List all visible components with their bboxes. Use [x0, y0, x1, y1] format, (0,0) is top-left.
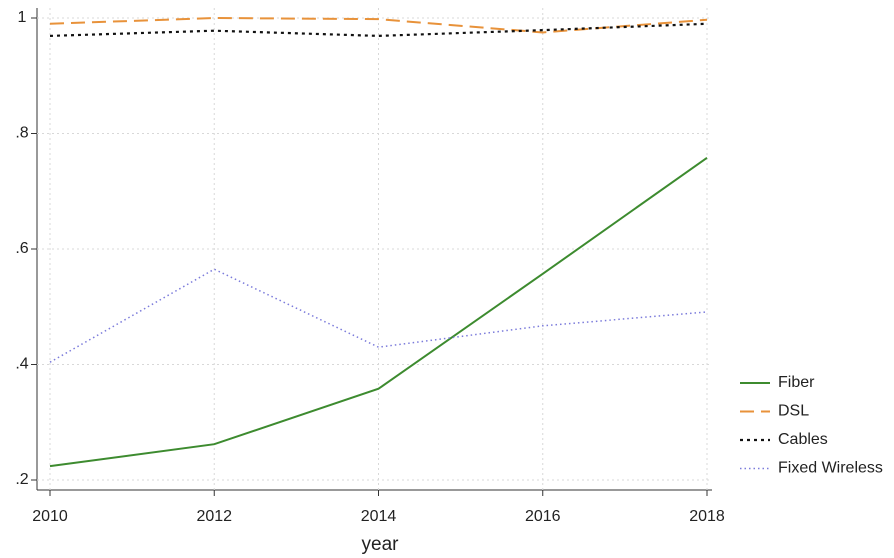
x-axis-label: year [362, 534, 400, 555]
x-tick-label: 2018 [689, 508, 725, 525]
legend-label: DSL [778, 403, 809, 420]
series-line [49, 16, 708, 34]
legend-label: Fiber [778, 374, 815, 391]
y-tick-label: .2 [15, 471, 28, 488]
y-tick-label: .4 [15, 356, 28, 373]
x-tick-label: 2014 [361, 508, 397, 525]
x-tick-label: 2010 [32, 508, 68, 525]
series-line [49, 22, 708, 38]
x-tick-label: 2016 [525, 508, 561, 525]
legend-label: Fixed Wireless [778, 460, 883, 477]
series-line [49, 156, 708, 468]
x-tick-label: 2012 [196, 508, 232, 525]
y-tick-label: .8 [15, 125, 28, 142]
y-tick-label: .6 [15, 240, 28, 257]
legend-label: Cables [778, 431, 828, 448]
y-tick-label: 1 [18, 9, 27, 26]
